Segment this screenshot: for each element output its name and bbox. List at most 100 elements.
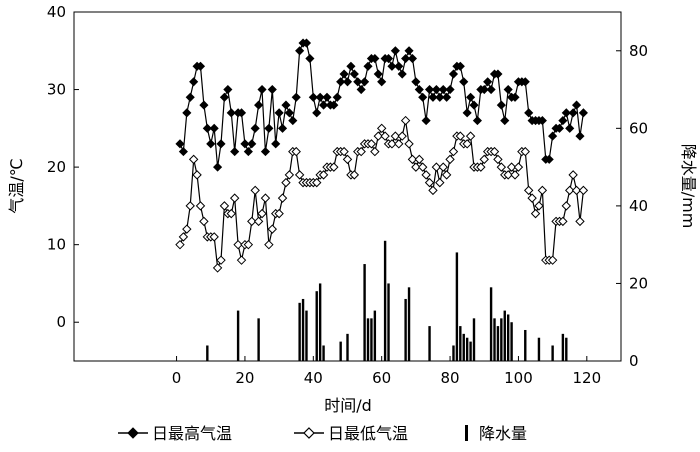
max-temp-point <box>469 100 479 110</box>
max-temp-point <box>575 131 585 141</box>
max-temp-point <box>510 92 520 102</box>
max-temp-point <box>308 92 318 102</box>
precipitation-bar <box>322 345 325 361</box>
min-temp-point <box>435 177 445 188</box>
min-temp-point <box>312 177 322 188</box>
max-temp-point <box>438 84 448 95</box>
precipitation-bar <box>298 302 301 361</box>
min-temp-point <box>250 185 260 196</box>
max-temp-point <box>226 108 236 118</box>
min-temp-point <box>578 185 589 196</box>
min-temp-point <box>185 201 195 211</box>
max-temp-point <box>305 53 315 64</box>
precipitation-bar <box>469 341 472 361</box>
max-temp-point <box>394 61 404 71</box>
max-temp-point <box>329 100 339 110</box>
max-temp-point <box>219 92 229 102</box>
max-temp-point <box>315 92 325 102</box>
precipitation-bar <box>459 326 462 361</box>
y-right-tick-label: 60 <box>629 119 648 137</box>
precipitation-bar <box>370 318 373 361</box>
min-temp-point <box>284 170 295 180</box>
max-temp-point <box>257 84 267 95</box>
precipitation-bar <box>315 291 318 361</box>
max-temp-point <box>421 116 431 126</box>
min-temp-point <box>571 185 582 196</box>
min-temp-point <box>175 239 185 250</box>
precipitation-bar <box>551 345 554 361</box>
max-temp-point <box>571 100 582 110</box>
min-temp-point <box>455 131 466 141</box>
min-temp-point <box>489 146 500 157</box>
max-temp-point <box>175 139 185 149</box>
min-temp-point <box>411 162 421 172</box>
min-temp-point <box>267 224 277 234</box>
max-temp-point <box>459 77 469 87</box>
precipitation-bar <box>465 337 469 361</box>
min-temp-point <box>329 162 339 172</box>
max-temp-point <box>578 108 588 118</box>
min-temp-point <box>226 208 236 219</box>
y-right-tick-label: 40 <box>629 197 648 215</box>
max-temp-point <box>397 69 407 79</box>
min-temp-point <box>349 170 360 180</box>
precipitation-bar <box>305 310 308 361</box>
max-temp-point <box>411 77 421 87</box>
min-temp-point <box>438 162 448 172</box>
max-temp-point <box>455 61 465 71</box>
max-temp-point <box>360 77 370 87</box>
max-temp-point <box>554 123 565 133</box>
max-temp-point <box>322 92 332 102</box>
max-temp-point <box>445 84 455 95</box>
min-temp-point <box>547 255 558 265</box>
max-temp-point <box>216 139 226 149</box>
min-temp-point <box>380 131 390 141</box>
min-temp-point <box>424 177 435 188</box>
x-tick-label: 60 <box>372 369 391 387</box>
min-temp-point <box>370 146 380 157</box>
legend-bar-marker <box>465 425 468 441</box>
y-left-tick-label: 0 <box>56 313 66 331</box>
max-temp-point <box>199 100 209 110</box>
max-temp-point <box>319 100 329 110</box>
max-temp-point <box>496 100 506 110</box>
min-temp-point <box>243 239 254 250</box>
max-temp-point <box>363 61 373 71</box>
min-temp-point <box>510 170 520 180</box>
y-left-tick-label: 30 <box>47 81 66 99</box>
min-temp-point <box>216 255 226 265</box>
min-temp-point <box>219 201 230 211</box>
min-temp-point <box>342 154 353 165</box>
min-temp-point <box>199 216 209 227</box>
min-temp-point <box>476 162 486 172</box>
max-temp-point <box>189 77 199 87</box>
min-temp-point <box>561 201 572 211</box>
max-temp-point <box>295 46 305 56</box>
precipitation-bar <box>510 322 513 361</box>
max-temp-point <box>336 77 346 87</box>
precipitation-bar <box>318 283 322 361</box>
max-temp-point <box>264 123 274 133</box>
max-temp-point <box>223 84 233 95</box>
min-temp-point <box>195 201 206 211</box>
min-temp-point <box>407 154 418 165</box>
max-temp-point <box>247 139 257 149</box>
min-temp-point <box>530 208 541 219</box>
precipitation-bar <box>346 333 349 361</box>
max-temp-point <box>524 108 534 118</box>
max-temp-point <box>520 77 530 87</box>
precipitation-bar <box>472 318 476 361</box>
min-temp-point <box>496 162 507 172</box>
max-temp-point <box>274 108 284 118</box>
min-temp-point <box>390 131 401 141</box>
max-temp-point <box>387 61 397 71</box>
x-tick-label: 20 <box>235 369 254 387</box>
max-temp-point <box>448 69 459 79</box>
precipitation-bar <box>301 298 305 361</box>
min-temp-point <box>445 154 455 165</box>
x-tick-label: 0 <box>172 369 182 387</box>
max-temp-point <box>178 147 188 157</box>
precipitation-bar <box>257 318 260 361</box>
y-left-tick-label: 20 <box>47 158 66 176</box>
precipitation-bar <box>462 333 465 361</box>
